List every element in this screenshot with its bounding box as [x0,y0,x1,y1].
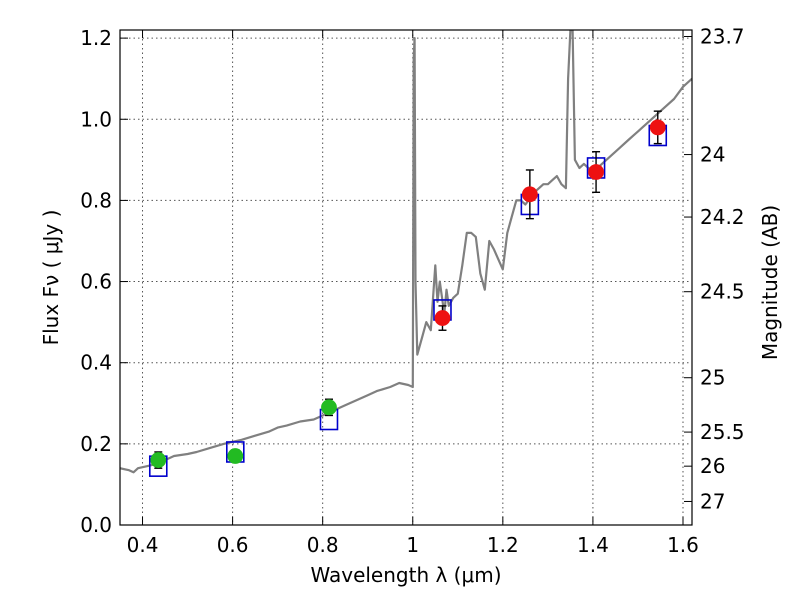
y-tick-label: 1.0 [80,107,112,131]
x-axis-label: Wavelength λ (μm) [310,563,501,587]
right-axis-label: Magnitude (AB) [758,205,782,360]
x-tick-label: 0.8 [307,533,339,557]
grid [120,30,692,526]
y-axis-label: Flux Fν ( μJy ) [39,210,63,346]
x-tick-label: 1.6 [667,533,699,557]
marker-layer [148,110,668,477]
x-tick-label: 1.4 [577,533,609,557]
model-line-layer [120,30,692,474]
mag-tick-label: 26 [700,454,725,478]
optical-observation-point [321,399,337,416]
y-tick-label: 0.8 [80,188,112,212]
y-tick-label: 0.0 [80,513,112,537]
mag-tick-label: 23.7 [700,24,745,48]
y-tick-label: 0.2 [80,432,112,456]
y-tick-label: 0.4 [80,351,112,375]
x-tick-label: 0.4 [127,533,159,557]
x-tick-label: 1 [406,533,419,557]
mag-tick-label: 24 [700,143,725,167]
plot-frame [119,29,693,526]
y-tick-label: 1.2 [80,26,112,50]
nir-observation-point [434,310,451,326]
x-tick-label: 1.2 [487,533,519,557]
mag-tick-label: 25.5 [700,420,745,444]
mag-tick-label: 24.2 [700,205,745,229]
mag-tick-label: 27 [700,489,725,513]
x-tick-label: 0.6 [217,533,249,557]
optical-observation-point [150,452,167,468]
optical-observation-point [227,448,244,464]
model-sed-line [120,30,692,474]
mag-tick-label: 24.5 [700,280,745,304]
nir-observation-point [649,119,666,136]
mag-tick-label: 25 [700,366,725,390]
y-tick-label: 0.6 [80,270,112,294]
nir-observation-point [588,164,604,180]
nir-observation-point [521,186,538,203]
tick-layer: 0.4 0.6 0.8 1 1.2 1.4 1.6 0.0 0.2 0.4 0.6 0.8 1.0 1.2… [80,24,744,557]
